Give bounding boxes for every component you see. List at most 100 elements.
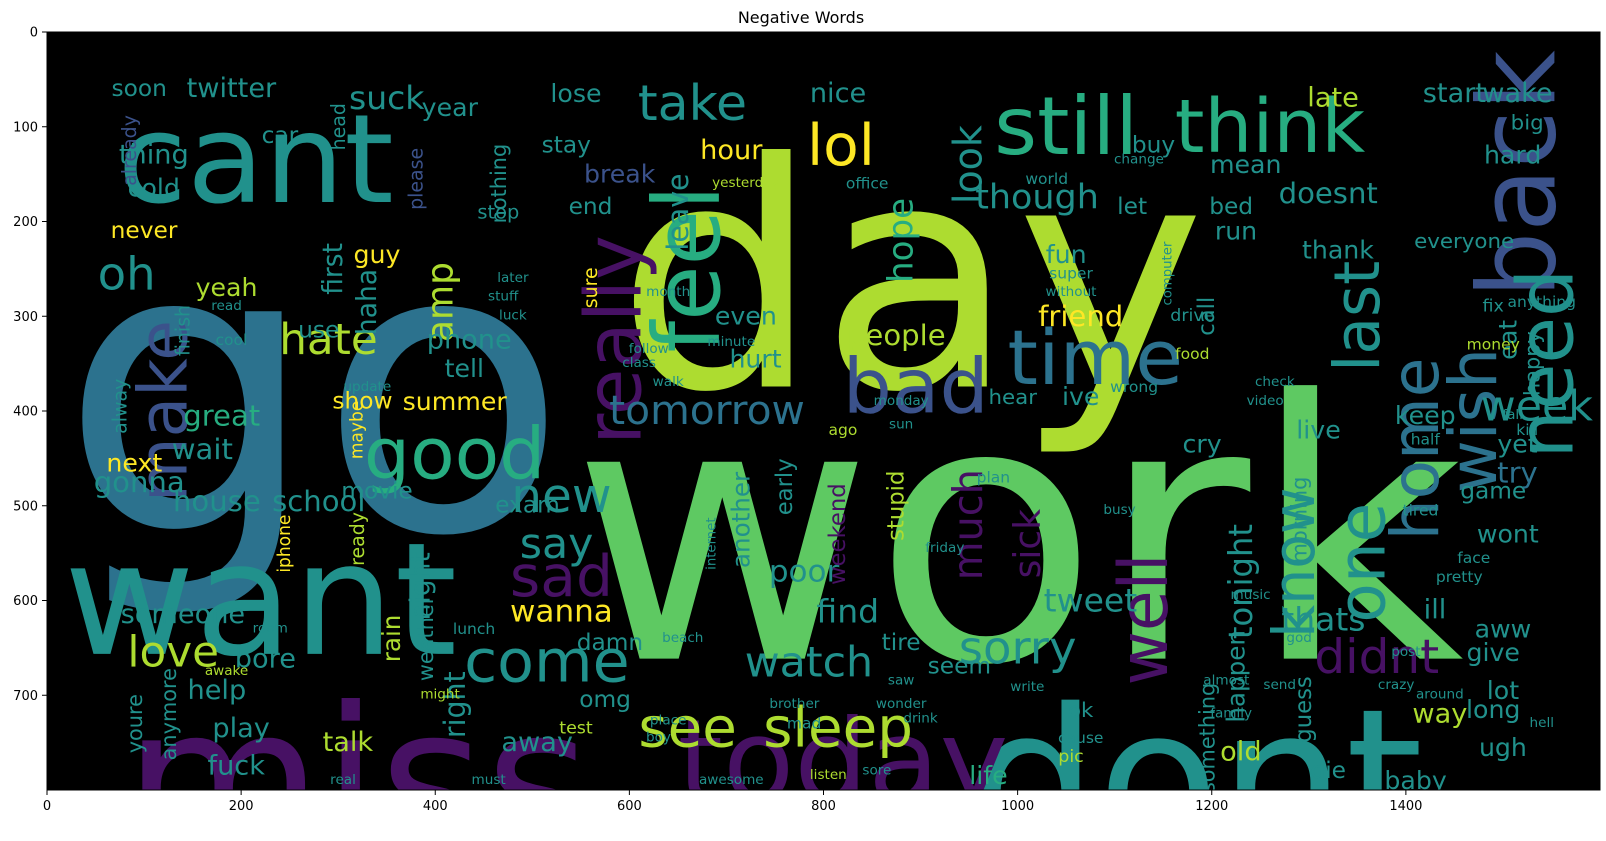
word-office: office xyxy=(846,175,889,193)
word-play: play xyxy=(212,713,270,744)
word-yet: yet xyxy=(1497,430,1538,459)
word-post: post xyxy=(1391,645,1420,660)
word-leave: leave xyxy=(661,173,695,250)
word-cry: cry xyxy=(1182,430,1221,459)
word-cant: cant xyxy=(118,88,394,231)
word-ugh: ugh xyxy=(1479,733,1527,762)
word-way: way xyxy=(1412,699,1467,730)
word-long: long xyxy=(1466,695,1520,724)
word-damn: damn xyxy=(577,630,643,656)
word-even: even xyxy=(715,302,777,331)
word-big: big xyxy=(1511,110,1544,135)
word-baby: baby xyxy=(1384,766,1446,795)
word-summer: summer xyxy=(403,387,508,416)
word-try: try xyxy=(1497,456,1538,490)
word-old: old xyxy=(1220,737,1261,768)
word-give: give xyxy=(1467,638,1520,667)
word-room: room xyxy=(253,622,288,637)
word-day: day xyxy=(616,96,1205,461)
word-let: let xyxy=(1117,194,1147,220)
word-thats: thats xyxy=(1281,601,1365,639)
word-show: show xyxy=(332,389,392,415)
word-want: want xyxy=(64,510,457,692)
word-awake: awake xyxy=(205,664,248,679)
word-minute: minute xyxy=(707,335,755,350)
word-omg: omg xyxy=(579,687,631,713)
word-something: something xyxy=(1194,683,1219,793)
word-fuck: fuck xyxy=(208,751,266,782)
word-sure: sure xyxy=(579,267,602,308)
word-boy: boy xyxy=(646,730,671,745)
word-drink: drink xyxy=(903,712,938,727)
word-drive: drive xyxy=(1170,306,1214,326)
word-take: take xyxy=(638,74,747,131)
word-great: great xyxy=(183,399,260,433)
word-people: people xyxy=(847,318,946,352)
word-hate: hate xyxy=(279,315,377,364)
word-lose: lose xyxy=(550,79,601,108)
word-god: god xyxy=(1286,631,1312,646)
word-talk: talk xyxy=(323,727,374,758)
word-time: time xyxy=(1008,315,1183,403)
y-tick-label: 200 xyxy=(13,215,38,230)
x-tick-label: 400 xyxy=(423,799,448,814)
word-die: die xyxy=(1310,758,1346,784)
word-awesome: awesome xyxy=(699,773,764,788)
word-dont: dont xyxy=(971,667,1423,841)
word-almost: almost xyxy=(1203,674,1249,689)
word-keep: keep xyxy=(1395,401,1456,430)
word-life: life xyxy=(969,761,1007,790)
word-doesnt: doesnt xyxy=(1279,176,1378,210)
word-rain: rain xyxy=(377,615,406,663)
word-come: come xyxy=(464,628,630,696)
word-feel: feel xyxy=(634,185,741,352)
y-axis: 0 100 200 300 400 500 600 700 xyxy=(13,26,47,704)
word-aww: aww xyxy=(1475,615,1532,644)
plot-background xyxy=(47,32,1600,790)
word-sick: sick xyxy=(1006,509,1050,578)
word-nice: nice xyxy=(810,78,866,109)
word-sun: sun xyxy=(889,418,913,433)
word-half: half xyxy=(1411,431,1441,449)
word-fix: fix xyxy=(1483,297,1504,317)
word-first: first xyxy=(318,243,349,295)
word-find: find xyxy=(816,593,879,631)
word-anything: anything xyxy=(1508,293,1576,311)
word-world: world xyxy=(1025,170,1068,188)
word-brother: brother xyxy=(769,697,820,712)
word-yeah: yeah xyxy=(196,274,258,303)
word-twitter: twitter xyxy=(187,74,278,105)
word-wish: wish xyxy=(1435,348,1512,493)
word-stay: stay xyxy=(542,133,591,159)
word-video: video xyxy=(1247,394,1284,409)
word-haha: haha xyxy=(352,269,383,335)
word-school: school xyxy=(272,484,365,518)
word-cool: cool xyxy=(216,331,248,349)
word-run: run xyxy=(1215,217,1257,246)
word-bore: bore xyxy=(235,644,296,675)
word-hear: hear xyxy=(989,384,1038,409)
word-good: good xyxy=(364,412,545,495)
x-tick-label: 200 xyxy=(229,799,254,814)
word-night: night xyxy=(405,552,436,620)
word-please: please xyxy=(404,148,427,210)
word-start: start xyxy=(1423,78,1486,109)
word-really: really xyxy=(570,235,660,445)
y-tick-label: 600 xyxy=(13,594,38,609)
word-break: break xyxy=(584,160,656,189)
word-tonight: tonight xyxy=(1222,524,1260,639)
word-cold: cold xyxy=(128,174,180,203)
word-right: right xyxy=(437,671,471,738)
word-beach: beach xyxy=(662,631,703,646)
word-wont: wont xyxy=(1477,520,1539,549)
word-stupid: stupid xyxy=(883,471,909,541)
y-tick-label: 0 xyxy=(30,26,38,41)
word-busy: busy xyxy=(1103,503,1135,518)
word-buy: buy xyxy=(1132,133,1175,159)
word-head: head xyxy=(327,103,350,150)
word-hope: hope xyxy=(881,198,921,283)
word-year: year xyxy=(422,93,479,122)
word-iphone: iphone xyxy=(275,515,295,573)
